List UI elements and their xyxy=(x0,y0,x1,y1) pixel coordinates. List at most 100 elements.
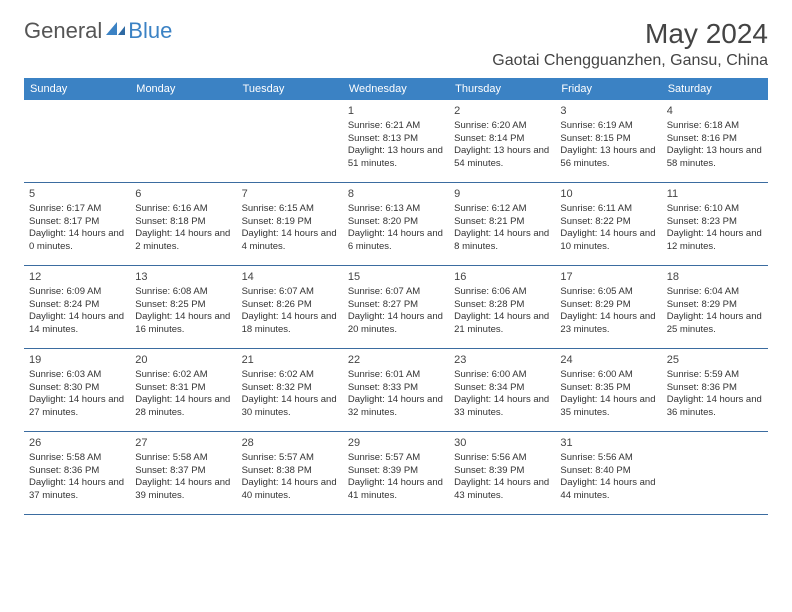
sunrise-line: Sunrise: 6:07 AM xyxy=(348,286,444,299)
sunset-line: Sunset: 8:35 PM xyxy=(560,382,656,395)
sunset-line: Sunset: 8:37 PM xyxy=(135,465,231,478)
sunrise-line: Sunrise: 6:08 AM xyxy=(135,286,231,299)
dow-cell: Saturday xyxy=(662,78,768,100)
sunrise-line: Sunrise: 6:20 AM xyxy=(454,120,550,133)
sunrise-line: Sunrise: 6:17 AM xyxy=(29,203,125,216)
sunrise-line: Sunrise: 6:15 AM xyxy=(242,203,338,216)
month-title: May 2024 xyxy=(492,18,768,50)
daylight-line: Daylight: 13 hours and 51 minutes. xyxy=(348,145,444,171)
daylight-line: Daylight: 13 hours and 54 minutes. xyxy=(454,145,550,171)
sunset-line: Sunset: 8:31 PM xyxy=(135,382,231,395)
sunrise-line: Sunrise: 5:58 AM xyxy=(29,452,125,465)
calendar-grid: Sunday Monday Tuesday Wednesday Thursday… xyxy=(24,78,768,515)
day-cell: 13Sunrise: 6:08 AMSunset: 8:25 PMDayligh… xyxy=(130,266,236,348)
sunset-line: Sunset: 8:39 PM xyxy=(454,465,550,478)
day-cell: 20Sunrise: 6:02 AMSunset: 8:31 PMDayligh… xyxy=(130,349,236,431)
day-number: 10 xyxy=(560,187,656,202)
daylight-line: Daylight: 14 hours and 30 minutes. xyxy=(242,394,338,420)
dow-cell: Monday xyxy=(130,78,236,100)
day-cell: 12Sunrise: 6:09 AMSunset: 8:24 PMDayligh… xyxy=(24,266,130,348)
sunset-line: Sunset: 8:25 PM xyxy=(135,299,231,312)
day-number: 24 xyxy=(560,353,656,368)
daylight-line: Daylight: 14 hours and 23 minutes. xyxy=(560,311,656,337)
day-cell: 24Sunrise: 6:00 AMSunset: 8:35 PMDayligh… xyxy=(555,349,661,431)
sunrise-line: Sunrise: 6:07 AM xyxy=(242,286,338,299)
daylight-line: Daylight: 14 hours and 27 minutes. xyxy=(29,394,125,420)
week-row: 5Sunrise: 6:17 AMSunset: 8:17 PMDaylight… xyxy=(24,183,768,266)
day-number: 5 xyxy=(29,187,125,202)
day-cell: 8Sunrise: 6:13 AMSunset: 8:20 PMDaylight… xyxy=(343,183,449,265)
day-number: 26 xyxy=(29,436,125,451)
sunset-line: Sunset: 8:29 PM xyxy=(667,299,763,312)
brand-logo: General Blue xyxy=(24,18,172,44)
week-row: 26Sunrise: 5:58 AMSunset: 8:36 PMDayligh… xyxy=(24,432,768,515)
sunrise-line: Sunrise: 5:59 AM xyxy=(667,369,763,382)
daylight-line: Daylight: 14 hours and 6 minutes. xyxy=(348,228,444,254)
sunrise-line: Sunrise: 5:56 AM xyxy=(560,452,656,465)
sunset-line: Sunset: 8:13 PM xyxy=(348,133,444,146)
brand-part1: General xyxy=(24,18,102,44)
day-cell: 23Sunrise: 6:00 AMSunset: 8:34 PMDayligh… xyxy=(449,349,555,431)
day-number: 7 xyxy=(242,187,338,202)
day-cell: 4Sunrise: 6:18 AMSunset: 8:16 PMDaylight… xyxy=(662,100,768,182)
week-row: 1Sunrise: 6:21 AMSunset: 8:13 PMDaylight… xyxy=(24,100,768,183)
daylight-line: Daylight: 14 hours and 12 minutes. xyxy=(667,228,763,254)
day-cell xyxy=(24,100,130,182)
daylight-line: Daylight: 14 hours and 39 minutes. xyxy=(135,477,231,503)
sunrise-line: Sunrise: 6:04 AM xyxy=(667,286,763,299)
brand-part2: Blue xyxy=(128,18,172,44)
sunrise-line: Sunrise: 6:05 AM xyxy=(560,286,656,299)
sunrise-line: Sunrise: 6:03 AM xyxy=(29,369,125,382)
sunset-line: Sunset: 8:28 PM xyxy=(454,299,550,312)
sunset-line: Sunset: 8:15 PM xyxy=(560,133,656,146)
sunrise-line: Sunrise: 5:56 AM xyxy=(454,452,550,465)
daylight-line: Daylight: 14 hours and 14 minutes. xyxy=(29,311,125,337)
day-cell xyxy=(130,100,236,182)
sunset-line: Sunset: 8:39 PM xyxy=(348,465,444,478)
calendar-page: General Blue May 2024 Gaotai Chengguanzh… xyxy=(0,0,792,533)
daylight-line: Daylight: 14 hours and 36 minutes. xyxy=(667,394,763,420)
dow-cell: Tuesday xyxy=(237,78,343,100)
daylight-line: Daylight: 13 hours and 56 minutes. xyxy=(560,145,656,171)
day-number: 25 xyxy=(667,353,763,368)
day-cell: 25Sunrise: 5:59 AMSunset: 8:36 PMDayligh… xyxy=(662,349,768,431)
day-cell: 16Sunrise: 6:06 AMSunset: 8:28 PMDayligh… xyxy=(449,266,555,348)
day-cell: 17Sunrise: 6:05 AMSunset: 8:29 PMDayligh… xyxy=(555,266,661,348)
location-subtitle: Gaotai Chengguanzhen, Gansu, China xyxy=(492,52,768,70)
sunrise-line: Sunrise: 6:09 AM xyxy=(29,286,125,299)
sunset-line: Sunset: 8:34 PM xyxy=(454,382,550,395)
day-number: 2 xyxy=(454,104,550,119)
day-number: 16 xyxy=(454,270,550,285)
day-cell: 11Sunrise: 6:10 AMSunset: 8:23 PMDayligh… xyxy=(662,183,768,265)
daylight-line: Daylight: 14 hours and 8 minutes. xyxy=(454,228,550,254)
daylight-line: Daylight: 14 hours and 35 minutes. xyxy=(560,394,656,420)
dow-header-row: Sunday Monday Tuesday Wednesday Thursday… xyxy=(24,78,768,100)
daylight-line: Daylight: 14 hours and 40 minutes. xyxy=(242,477,338,503)
day-number: 4 xyxy=(667,104,763,119)
day-cell: 26Sunrise: 5:58 AMSunset: 8:36 PMDayligh… xyxy=(24,432,130,514)
sunrise-line: Sunrise: 6:12 AM xyxy=(454,203,550,216)
dow-cell: Thursday xyxy=(449,78,555,100)
day-cell xyxy=(237,100,343,182)
daylight-line: Daylight: 14 hours and 25 minutes. xyxy=(667,311,763,337)
day-cell: 29Sunrise: 5:57 AMSunset: 8:39 PMDayligh… xyxy=(343,432,449,514)
day-cell: 21Sunrise: 6:02 AMSunset: 8:32 PMDayligh… xyxy=(237,349,343,431)
sunset-line: Sunset: 8:29 PM xyxy=(560,299,656,312)
day-cell: 6Sunrise: 6:16 AMSunset: 8:18 PMDaylight… xyxy=(130,183,236,265)
day-number: 12 xyxy=(29,270,125,285)
day-cell: 3Sunrise: 6:19 AMSunset: 8:15 PMDaylight… xyxy=(555,100,661,182)
daylight-line: Daylight: 14 hours and 10 minutes. xyxy=(560,228,656,254)
day-cell: 28Sunrise: 5:57 AMSunset: 8:38 PMDayligh… xyxy=(237,432,343,514)
sunrise-line: Sunrise: 6:02 AM xyxy=(135,369,231,382)
day-cell: 18Sunrise: 6:04 AMSunset: 8:29 PMDayligh… xyxy=(662,266,768,348)
week-row: 12Sunrise: 6:09 AMSunset: 8:24 PMDayligh… xyxy=(24,266,768,349)
day-number: 3 xyxy=(560,104,656,119)
daylight-line: Daylight: 14 hours and 32 minutes. xyxy=(348,394,444,420)
week-row: 19Sunrise: 6:03 AMSunset: 8:30 PMDayligh… xyxy=(24,349,768,432)
sunrise-line: Sunrise: 6:00 AM xyxy=(560,369,656,382)
day-cell: 1Sunrise: 6:21 AMSunset: 8:13 PMDaylight… xyxy=(343,100,449,182)
daylight-line: Daylight: 14 hours and 21 minutes. xyxy=(454,311,550,337)
sunset-line: Sunset: 8:38 PM xyxy=(242,465,338,478)
daylight-line: Daylight: 14 hours and 37 minutes. xyxy=(29,477,125,503)
sunrise-line: Sunrise: 6:01 AM xyxy=(348,369,444,382)
